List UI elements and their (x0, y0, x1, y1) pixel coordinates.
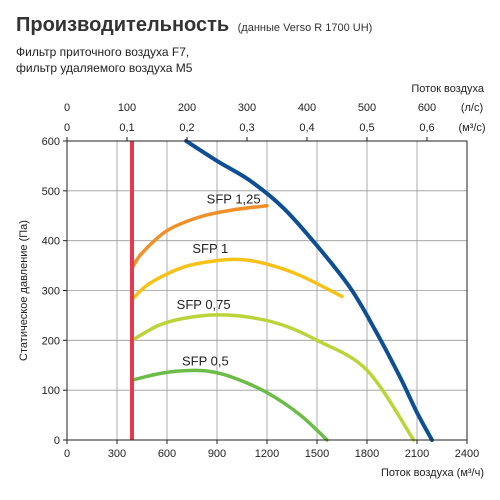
top-tick-label-m3s: 0,3 (239, 122, 254, 134)
x-tick-label: 1800 (355, 448, 379, 460)
y-tick-label: 600 (42, 136, 60, 148)
x-tick-label: 0 (64, 448, 70, 460)
chart-title: Производительность (данные Verso R 1700 … (16, 14, 372, 37)
x-tick-label: 1500 (305, 448, 329, 460)
series-line-sfp-1 (130, 257, 344, 302)
top-axis-label: Поток воздуха (411, 83, 484, 95)
subtitle-line-1: Фильтр приточного воздуха F7, (16, 45, 190, 59)
top-tick-label-ls: 400 (298, 102, 316, 114)
top-tick-label-m3s: 0,6 (419, 122, 434, 134)
series-label-sfp-125: SFP 1,25 (207, 191, 261, 206)
top-axis-unit-m3s: (м³/с) (458, 122, 485, 134)
top-tick-label-m3s: 0 (64, 122, 70, 134)
series-label-sfp-05: SFP 0,5 (182, 353, 229, 368)
series-label-sfp-075: SFP 0,75 (177, 297, 231, 312)
x-tick-label: 1200 (255, 448, 279, 460)
top-tick-label-ls: 100 (118, 102, 136, 114)
y-tick-label: 200 (42, 335, 60, 347)
top-tick-label-ls: 600 (418, 102, 436, 114)
series-label-sfp-1: SFP 1 (192, 241, 228, 256)
chart-title-text: Производительность (16, 14, 230, 36)
series-line-sfp-075 (130, 313, 416, 442)
chart-series: SFP 1,25 SFP 1 SFP 0,75 SFP 0,5 (130, 139, 434, 442)
top-tick-label-m3s: 0,2 (179, 122, 194, 134)
chart-subtitle: Фильтр приточного воздуха F7, фильтр уда… (16, 44, 256, 76)
top-tick-label-ls: 300 (238, 102, 256, 114)
series-line-sfp-125 (130, 204, 269, 270)
x-tick-label: 600 (158, 448, 176, 460)
subtitle-line-2: фильтр удаляемого воздуха M5 (16, 61, 193, 75)
top-tick-label-m3s: 0,5 (359, 122, 374, 134)
top-tick-label-ls: 500 (358, 102, 376, 114)
x-axis-label: Поток воздуха (м³/ч) (381, 467, 484, 479)
top-tick-label-ls: 200 (178, 102, 196, 114)
y-tick-label: 500 (42, 186, 60, 198)
top-tick-label-m3s: 0,1 (119, 122, 134, 134)
chart-axes: 0 300 600 900 1200 1500 1800 2100 2400 0 100 200 300… (18, 83, 486, 479)
y-tick-label: 0 (54, 435, 60, 447)
y-tick-label: 100 (42, 385, 60, 397)
top-tick-label-m3s: 0,4 (299, 122, 314, 134)
x-tick-label: 900 (208, 448, 226, 460)
chart-title-note: (данные Verso R 1700 UH) (237, 22, 373, 34)
x-tick-label: 300 (108, 448, 126, 460)
top-tick-label-ls: 0 (64, 102, 70, 114)
top-axis-unit-ls: (л/с) (461, 102, 483, 114)
series-line-sfp-05 (130, 368, 329, 442)
y-axis-label: Статическое давление (Па) (18, 220, 30, 361)
y-tick-label: 300 (42, 286, 60, 298)
x-tick-label: 2400 (455, 448, 479, 460)
y-tick-label: 400 (42, 236, 60, 248)
series-line-max-curve (184, 139, 434, 442)
x-tick-label: 2100 (405, 448, 429, 460)
